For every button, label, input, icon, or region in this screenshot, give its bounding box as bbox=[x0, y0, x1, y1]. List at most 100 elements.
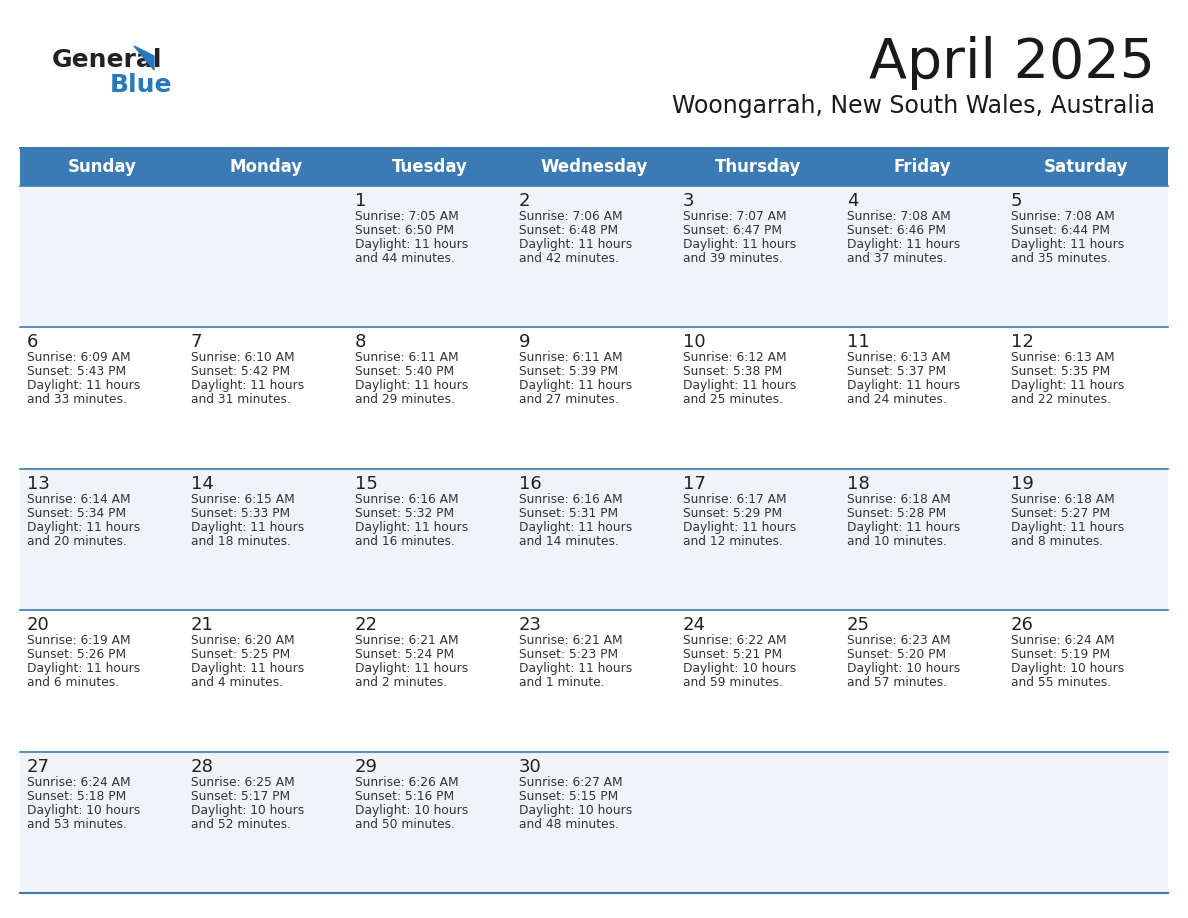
Text: 16: 16 bbox=[519, 475, 542, 493]
Text: and 33 minutes.: and 33 minutes. bbox=[27, 394, 127, 407]
Text: 3: 3 bbox=[683, 192, 695, 210]
Text: Sunset: 5:40 PM: Sunset: 5:40 PM bbox=[355, 365, 454, 378]
Text: Sunset: 5:23 PM: Sunset: 5:23 PM bbox=[519, 648, 618, 661]
Text: and 27 minutes.: and 27 minutes. bbox=[519, 394, 619, 407]
Text: 20: 20 bbox=[27, 616, 50, 634]
Text: and 16 minutes.: and 16 minutes. bbox=[355, 535, 455, 548]
Text: and 44 minutes.: and 44 minutes. bbox=[355, 252, 455, 265]
Text: 28: 28 bbox=[191, 757, 214, 776]
Text: and 1 minute.: and 1 minute. bbox=[519, 677, 605, 689]
Text: 29: 29 bbox=[355, 757, 378, 776]
Text: Sunrise: 6:20 AM: Sunrise: 6:20 AM bbox=[191, 634, 295, 647]
Text: and 31 minutes.: and 31 minutes. bbox=[191, 394, 291, 407]
Text: Daylight: 10 hours: Daylight: 10 hours bbox=[1011, 662, 1124, 676]
Text: 14: 14 bbox=[191, 475, 214, 493]
Text: 11: 11 bbox=[847, 333, 870, 352]
Text: and 50 minutes.: and 50 minutes. bbox=[355, 818, 455, 831]
Text: Sunrise: 6:23 AM: Sunrise: 6:23 AM bbox=[847, 634, 950, 647]
Text: Sunrise: 6:12 AM: Sunrise: 6:12 AM bbox=[683, 352, 786, 364]
Text: Sunset: 5:17 PM: Sunset: 5:17 PM bbox=[191, 789, 290, 802]
Text: Sunset: 5:43 PM: Sunset: 5:43 PM bbox=[27, 365, 126, 378]
Text: Daylight: 10 hours: Daylight: 10 hours bbox=[847, 662, 960, 676]
Text: and 25 minutes.: and 25 minutes. bbox=[683, 394, 783, 407]
Text: April 2025: April 2025 bbox=[868, 36, 1155, 90]
Text: Blue: Blue bbox=[110, 73, 172, 97]
Text: and 18 minutes.: and 18 minutes. bbox=[191, 535, 291, 548]
Text: Daylight: 11 hours: Daylight: 11 hours bbox=[683, 238, 796, 251]
Text: 30: 30 bbox=[519, 757, 542, 776]
Text: and 52 minutes.: and 52 minutes. bbox=[191, 818, 291, 831]
Text: Daylight: 11 hours: Daylight: 11 hours bbox=[355, 379, 468, 392]
Text: Daylight: 11 hours: Daylight: 11 hours bbox=[519, 238, 632, 251]
Text: Sunset: 5:26 PM: Sunset: 5:26 PM bbox=[27, 648, 126, 661]
Text: Daylight: 11 hours: Daylight: 11 hours bbox=[191, 379, 304, 392]
Text: Sunrise: 6:24 AM: Sunrise: 6:24 AM bbox=[1011, 634, 1114, 647]
Text: 26: 26 bbox=[1011, 616, 1034, 634]
Text: and 53 minutes.: and 53 minutes. bbox=[27, 818, 127, 831]
Bar bbox=[20, 469, 1168, 610]
Text: Sunset: 6:44 PM: Sunset: 6:44 PM bbox=[1011, 224, 1110, 237]
Text: Sunrise: 6:27 AM: Sunrise: 6:27 AM bbox=[519, 776, 623, 789]
Text: and 2 minutes.: and 2 minutes. bbox=[355, 677, 447, 689]
Text: and 37 minutes.: and 37 minutes. bbox=[847, 252, 947, 265]
Text: Daylight: 11 hours: Daylight: 11 hours bbox=[683, 521, 796, 533]
Text: Sunrise: 7:08 AM: Sunrise: 7:08 AM bbox=[1011, 210, 1114, 223]
Text: Sunset: 5:15 PM: Sunset: 5:15 PM bbox=[519, 789, 618, 802]
Text: Daylight: 10 hours: Daylight: 10 hours bbox=[191, 803, 304, 817]
Text: Sunset: 5:24 PM: Sunset: 5:24 PM bbox=[355, 648, 454, 661]
Text: Sunset: 6:50 PM: Sunset: 6:50 PM bbox=[355, 224, 454, 237]
Text: Sunset: 6:48 PM: Sunset: 6:48 PM bbox=[519, 224, 618, 237]
Text: Sunrise: 6:21 AM: Sunrise: 6:21 AM bbox=[355, 634, 459, 647]
Text: Sunrise: 6:17 AM: Sunrise: 6:17 AM bbox=[683, 493, 786, 506]
Text: Daylight: 10 hours: Daylight: 10 hours bbox=[683, 662, 796, 676]
Text: Sunrise: 6:09 AM: Sunrise: 6:09 AM bbox=[27, 352, 131, 364]
Text: 19: 19 bbox=[1011, 475, 1034, 493]
Text: 17: 17 bbox=[683, 475, 706, 493]
Text: Daylight: 11 hours: Daylight: 11 hours bbox=[355, 238, 468, 251]
Text: Sunrise: 6:14 AM: Sunrise: 6:14 AM bbox=[27, 493, 131, 506]
Text: Sunrise: 6:11 AM: Sunrise: 6:11 AM bbox=[519, 352, 623, 364]
Text: Sunset: 6:46 PM: Sunset: 6:46 PM bbox=[847, 224, 946, 237]
Text: and 57 minutes.: and 57 minutes. bbox=[847, 677, 947, 689]
Text: Sunrise: 6:22 AM: Sunrise: 6:22 AM bbox=[683, 634, 786, 647]
Text: 1: 1 bbox=[355, 192, 366, 210]
Text: and 48 minutes.: and 48 minutes. bbox=[519, 818, 619, 831]
Text: 2: 2 bbox=[519, 192, 531, 210]
Text: and 10 minutes.: and 10 minutes. bbox=[847, 535, 947, 548]
Text: Woongarrah, New South Wales, Australia: Woongarrah, New South Wales, Australia bbox=[672, 94, 1155, 118]
Text: and 6 minutes.: and 6 minutes. bbox=[27, 677, 119, 689]
Text: Sunset: 5:19 PM: Sunset: 5:19 PM bbox=[1011, 648, 1110, 661]
Text: Sunset: 5:31 PM: Sunset: 5:31 PM bbox=[519, 507, 618, 520]
Text: Saturday: Saturday bbox=[1044, 158, 1129, 176]
Text: 12: 12 bbox=[1011, 333, 1034, 352]
Text: 15: 15 bbox=[355, 475, 378, 493]
Text: Daylight: 11 hours: Daylight: 11 hours bbox=[683, 379, 796, 392]
Text: Daylight: 11 hours: Daylight: 11 hours bbox=[355, 521, 468, 533]
Text: Sunset: 6:47 PM: Sunset: 6:47 PM bbox=[683, 224, 782, 237]
Text: Sunset: 5:21 PM: Sunset: 5:21 PM bbox=[683, 648, 782, 661]
Text: Sunrise: 6:15 AM: Sunrise: 6:15 AM bbox=[191, 493, 295, 506]
Text: Daylight: 11 hours: Daylight: 11 hours bbox=[191, 521, 304, 533]
Text: Daylight: 11 hours: Daylight: 11 hours bbox=[27, 521, 140, 533]
Text: Daylight: 10 hours: Daylight: 10 hours bbox=[27, 803, 140, 817]
Text: Sunrise: 6:24 AM: Sunrise: 6:24 AM bbox=[27, 776, 131, 789]
Text: 10: 10 bbox=[683, 333, 706, 352]
Text: and 22 minutes.: and 22 minutes. bbox=[1011, 394, 1111, 407]
Text: Daylight: 11 hours: Daylight: 11 hours bbox=[519, 379, 632, 392]
Text: Daylight: 11 hours: Daylight: 11 hours bbox=[847, 379, 960, 392]
Text: 6: 6 bbox=[27, 333, 38, 352]
Text: Sunset: 5:39 PM: Sunset: 5:39 PM bbox=[519, 365, 618, 378]
Text: 21: 21 bbox=[191, 616, 214, 634]
Text: Sunset: 5:42 PM: Sunset: 5:42 PM bbox=[191, 365, 290, 378]
Text: Sunrise: 7:08 AM: Sunrise: 7:08 AM bbox=[847, 210, 950, 223]
Text: Friday: Friday bbox=[893, 158, 950, 176]
Text: 27: 27 bbox=[27, 757, 50, 776]
Text: Sunset: 5:38 PM: Sunset: 5:38 PM bbox=[683, 365, 782, 378]
Text: Daylight: 11 hours: Daylight: 11 hours bbox=[1011, 238, 1124, 251]
Text: Sunrise: 6:21 AM: Sunrise: 6:21 AM bbox=[519, 634, 623, 647]
Text: 9: 9 bbox=[519, 333, 531, 352]
Polygon shape bbox=[134, 46, 154, 70]
Text: Sunset: 5:33 PM: Sunset: 5:33 PM bbox=[191, 507, 290, 520]
Text: Thursday: Thursday bbox=[715, 158, 801, 176]
Text: Sunset: 5:25 PM: Sunset: 5:25 PM bbox=[191, 648, 290, 661]
